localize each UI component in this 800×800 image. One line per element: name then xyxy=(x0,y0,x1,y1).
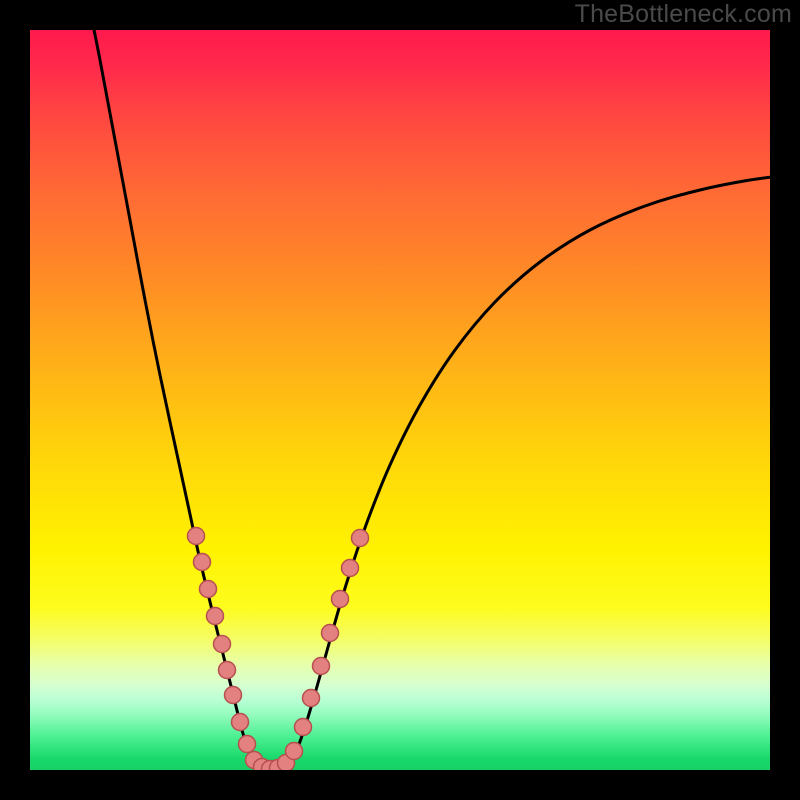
data-marker xyxy=(322,625,339,642)
data-marker xyxy=(239,736,256,753)
data-marker xyxy=(194,554,211,571)
plot-area xyxy=(30,30,770,770)
data-marker xyxy=(214,636,231,653)
bottleneck-curve-right xyxy=(268,175,770,770)
bottleneck-curve-left xyxy=(90,30,268,770)
data-marker xyxy=(352,530,369,547)
data-marker xyxy=(225,687,242,704)
curves-layer xyxy=(30,30,770,770)
watermark-text: TheBottleneck.com xyxy=(575,0,792,29)
data-marker xyxy=(295,719,312,736)
data-marker xyxy=(188,528,205,545)
data-marker xyxy=(342,560,359,577)
data-marker xyxy=(200,581,217,598)
chart-outer-frame: TheBottleneck.com xyxy=(0,0,800,800)
data-marker xyxy=(232,714,249,731)
data-marker xyxy=(219,662,236,679)
data-marker xyxy=(207,608,224,625)
data-marker xyxy=(313,658,330,675)
data-marker xyxy=(286,743,303,760)
data-marker xyxy=(332,591,349,608)
data-markers xyxy=(188,528,369,771)
data-marker xyxy=(303,690,320,707)
